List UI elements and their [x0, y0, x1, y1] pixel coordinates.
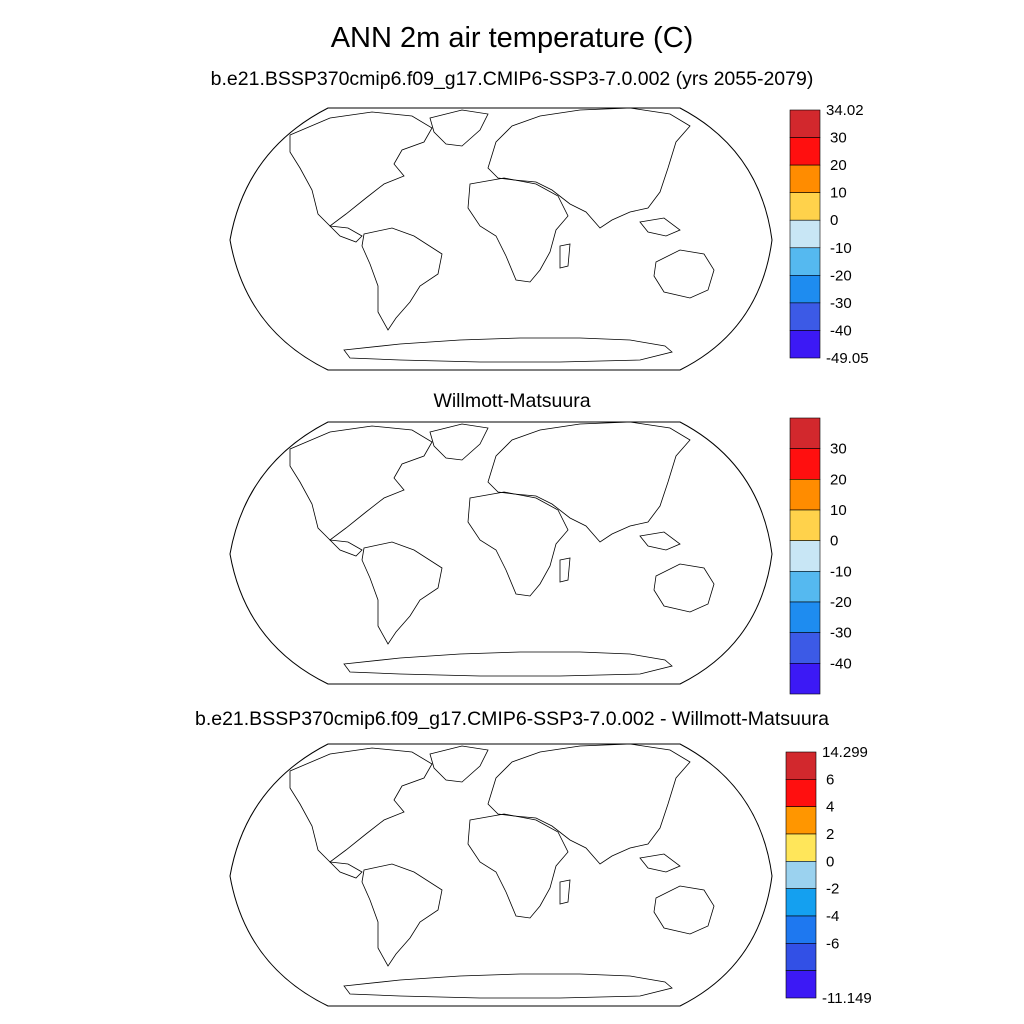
- colorbar-swatch: [789, 540, 821, 572]
- map-boundary-obs: [229, 421, 773, 685]
- colorbar-label: -40: [830, 322, 852, 339]
- coastlines-obs: [289, 421, 715, 677]
- colorbar-label: 34.02: [826, 102, 864, 119]
- colorbar-label: -30: [830, 625, 852, 642]
- colorbar-swatch: [789, 302, 821, 331]
- colorbar-label: 20: [830, 471, 847, 488]
- colorbar-swatch: [785, 806, 817, 835]
- colorbar-label: 0: [826, 853, 834, 870]
- map-diff: [229, 743, 773, 1007]
- colorbar-swatch: [785, 833, 817, 862]
- land-field-diff: [290, 744, 714, 998]
- land-field-model: [290, 108, 714, 362]
- colorbar-label: -20: [830, 594, 852, 611]
- colorbar-swatch: [789, 330, 821, 359]
- map-boundary-diff: [229, 743, 773, 1007]
- colorbar-swatch: [785, 943, 817, 971]
- colorbar-swatch: [789, 275, 821, 304]
- colorbar-swatch: [789, 601, 821, 633]
- colorbar-label: -11.149: [822, 990, 872, 1007]
- coastlines-diff: [289, 743, 715, 999]
- coastlines-model: [289, 107, 715, 363]
- colorbar-label: -10: [830, 240, 852, 257]
- colorbar-swatch: [785, 751, 817, 780]
- colorbar-label: 0: [830, 533, 838, 550]
- colorbar-label: 2: [826, 826, 834, 843]
- colorbar-label: -49.05: [826, 350, 869, 367]
- colorbar-label: -20: [830, 267, 852, 284]
- colorbar-model: 34.02 30 20 10 0 -10 -20 -30 -40 -49.05: [789, 102, 869, 367]
- map-model: [229, 107, 773, 371]
- map-obs: [229, 421, 773, 685]
- colorbar-swatch: [789, 663, 821, 695]
- colorbar-swatch: [785, 970, 817, 999]
- colorbar-swatch: [789, 479, 821, 511]
- map-boundary-model: [229, 107, 773, 371]
- figure-title: ANN 2m air temperature (C): [330, 22, 694, 54]
- colorbar-swatch: [785, 861, 817, 889]
- colorbar-label: 10: [830, 185, 847, 202]
- colorbar-swatch: [785, 888, 817, 917]
- colorbar-swatch: [785, 779, 817, 807]
- colorbar-swatch: [789, 632, 821, 664]
- colorbar-swatch: [789, 164, 821, 193]
- colorbar-label: 10: [830, 502, 847, 519]
- colorbar-label: 4: [826, 799, 834, 816]
- panel-1-subtitle: b.e21.BSSP370cmip6.f09_g17.CMIP6-SSP3-7.…: [210, 68, 814, 90]
- land-field-obs: [290, 422, 714, 676]
- colorbar-swatch: [789, 247, 821, 276]
- colorbar-label: -2: [826, 881, 839, 898]
- colorbar-obs: 30 20 10 0 -10 -20 -30 -40: [789, 417, 852, 695]
- colorbar-swatch: [789, 137, 821, 166]
- colorbar-swatch: [789, 509, 821, 541]
- colorbar-swatch: [789, 219, 821, 249]
- colorbar-swatch: [789, 417, 821, 449]
- colorbar-label: 14.299: [822, 744, 868, 761]
- colorbar-swatch: [789, 192, 821, 221]
- colorbar-label: 30: [830, 441, 847, 458]
- colorbar-swatch: [789, 571, 821, 603]
- colorbar-label: 20: [830, 157, 847, 174]
- colorbar-label: -6: [826, 935, 839, 952]
- panel-3-subtitle: b.e21.BSSP370cmip6.f09_g17.CMIP6-SSP3-7.…: [194, 708, 830, 730]
- colorbar-swatch: [789, 448, 821, 480]
- colorbar-label: -10: [830, 563, 852, 580]
- colorbar-diff: 14.299 6 4 2 0 -2 -4 -6 -11.149: [785, 744, 872, 1007]
- colorbar-swatch: [785, 915, 817, 944]
- colorbar-label: 0: [830, 212, 838, 229]
- colorbar-label: 6: [826, 771, 834, 788]
- colorbar-swatch: [789, 109, 821, 138]
- colorbar-label: -30: [830, 295, 852, 312]
- colorbar-label: -40: [830, 655, 852, 672]
- colorbar-label: 30: [830, 130, 847, 147]
- colorbar-label: -4: [826, 908, 839, 925]
- panel-2-subtitle: Willmott-Matsuura: [433, 390, 591, 412]
